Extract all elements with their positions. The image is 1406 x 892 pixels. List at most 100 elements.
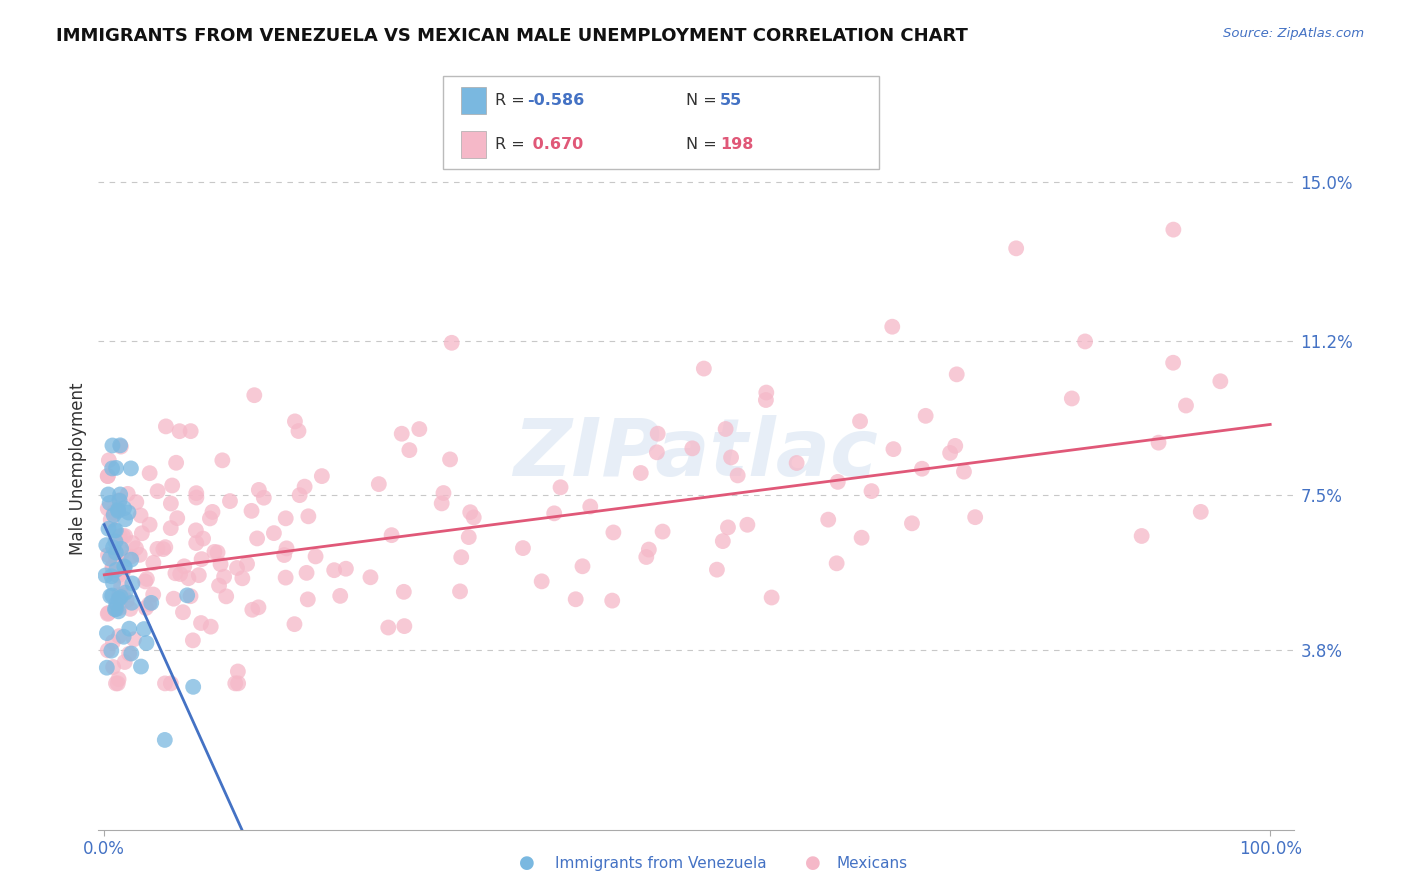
Point xyxy=(152,542,174,557)
Point xyxy=(274,511,297,525)
Point xyxy=(367,477,389,491)
Point xyxy=(165,456,187,470)
Point xyxy=(165,566,187,581)
Point xyxy=(186,486,208,500)
Point xyxy=(108,588,131,602)
Point xyxy=(107,502,129,516)
Point xyxy=(120,549,142,564)
Point xyxy=(359,570,381,584)
Point xyxy=(212,569,235,583)
Point xyxy=(105,461,128,475)
Text: N =: N = xyxy=(686,94,723,108)
Point xyxy=(297,592,319,607)
Point xyxy=(276,541,298,556)
Point xyxy=(882,319,904,334)
Point xyxy=(128,548,150,562)
Point xyxy=(737,517,759,532)
Text: -0.586: -0.586 xyxy=(527,94,585,108)
Point xyxy=(198,511,221,525)
Point xyxy=(180,424,202,438)
Point xyxy=(579,500,602,514)
Point xyxy=(849,414,872,428)
Point xyxy=(190,552,212,566)
Point xyxy=(160,676,183,690)
Point xyxy=(114,585,136,599)
Point xyxy=(287,424,309,438)
Point xyxy=(645,445,668,459)
Point xyxy=(224,676,246,690)
Point xyxy=(240,504,263,518)
Point xyxy=(714,422,737,436)
Point xyxy=(125,541,148,556)
Point xyxy=(100,569,122,583)
Point xyxy=(246,532,269,546)
Point xyxy=(117,487,139,501)
Point xyxy=(882,442,904,457)
Point xyxy=(111,529,134,543)
Point xyxy=(101,576,124,591)
Point xyxy=(101,589,124,603)
Point xyxy=(122,632,145,647)
Point xyxy=(297,509,319,524)
Point xyxy=(253,491,276,505)
Point xyxy=(720,450,742,465)
Point xyxy=(945,368,967,382)
Point xyxy=(107,504,129,518)
Point xyxy=(107,676,129,690)
Point xyxy=(295,566,318,580)
Text: Source: ZipAtlas.com: Source: ZipAtlas.com xyxy=(1223,27,1364,40)
Point xyxy=(104,676,127,690)
Point xyxy=(965,510,987,524)
Point xyxy=(408,422,430,436)
Point xyxy=(120,552,142,566)
Point xyxy=(449,584,471,599)
Point xyxy=(394,619,416,633)
Point xyxy=(323,563,346,577)
Point xyxy=(108,591,131,606)
Point xyxy=(651,524,673,539)
Point xyxy=(439,452,461,467)
Point xyxy=(97,501,120,516)
Point xyxy=(146,484,169,499)
Point xyxy=(274,571,297,585)
Point xyxy=(94,568,117,582)
Point xyxy=(110,541,132,556)
Point xyxy=(135,572,157,586)
Point xyxy=(108,629,131,643)
Point xyxy=(163,591,186,606)
Point xyxy=(98,551,121,566)
Point xyxy=(100,513,122,527)
Point xyxy=(755,385,778,400)
Point xyxy=(943,439,966,453)
Point xyxy=(711,534,734,549)
Point xyxy=(211,453,233,467)
Point xyxy=(104,524,127,538)
Point xyxy=(432,486,454,500)
Point xyxy=(101,461,124,475)
Point xyxy=(311,469,333,483)
Point xyxy=(851,531,873,545)
Point xyxy=(727,468,749,483)
Point xyxy=(600,593,623,607)
Point xyxy=(681,442,703,456)
Point xyxy=(190,615,212,630)
Point xyxy=(118,647,141,661)
Point xyxy=(1175,399,1198,413)
Point xyxy=(114,529,136,543)
Point xyxy=(226,561,249,575)
Point xyxy=(98,589,121,603)
Text: R =: R = xyxy=(495,137,530,152)
Point xyxy=(120,602,142,616)
Point xyxy=(110,440,132,454)
Point xyxy=(104,534,127,549)
Point xyxy=(117,506,139,520)
Point xyxy=(176,588,198,602)
Point xyxy=(104,523,127,537)
Point xyxy=(817,513,839,527)
Point xyxy=(860,484,883,499)
Text: N =: N = xyxy=(686,137,723,152)
Text: 0.670: 0.670 xyxy=(527,137,583,152)
Point xyxy=(104,602,127,616)
Text: R =: R = xyxy=(495,94,530,108)
Point xyxy=(1074,334,1097,349)
